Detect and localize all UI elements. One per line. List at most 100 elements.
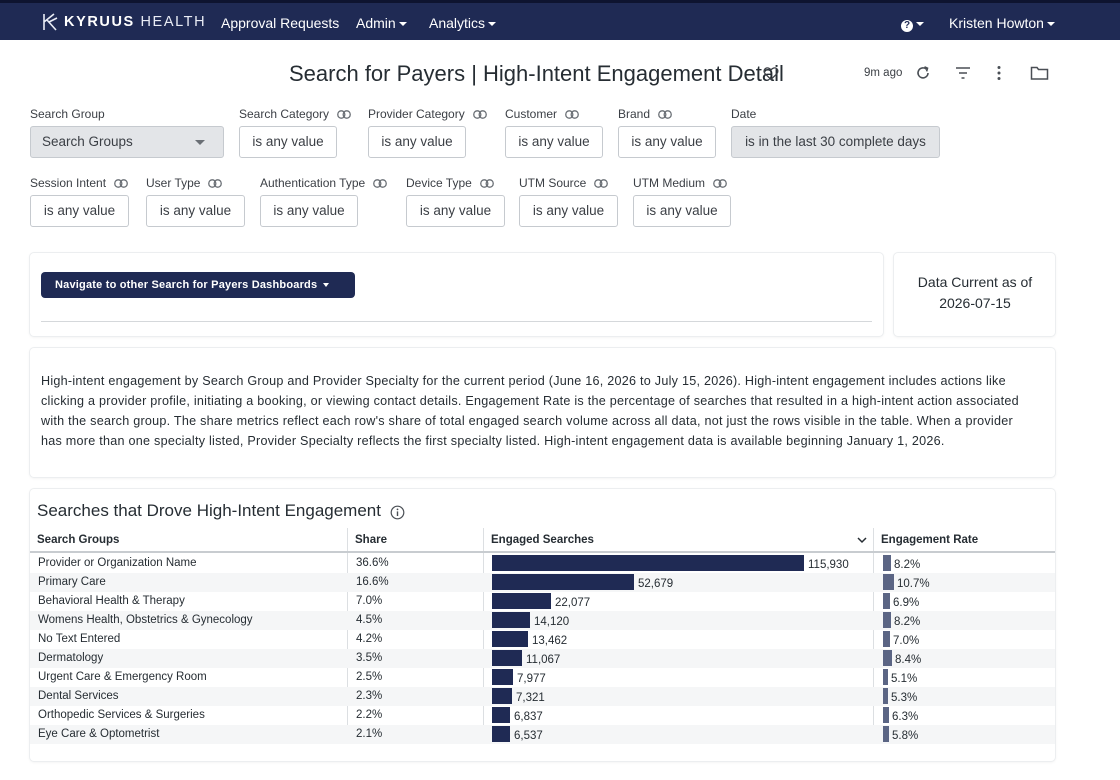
- engaged-searches-value: 11,067: [526, 654, 561, 666]
- nav-approval-requests[interactable]: Approval Requests: [221, 15, 340, 31]
- utm-medium-filter[interactable]: is any value: [633, 195, 731, 227]
- engaged-searches-bar: [492, 574, 634, 590]
- user-menu[interactable]: Kristen Howton: [949, 15, 1055, 31]
- cell-share: 2.2%: [356, 709, 383, 721]
- link-icon[interactable]: [565, 110, 579, 119]
- engagement-rate-value: 5.8%: [892, 730, 919, 742]
- brand-filter[interactable]: is any value: [618, 126, 716, 158]
- table-row[interactable]: Provider or Organization Name 36.6% 115,93…: [30, 554, 1055, 573]
- link-icon[interactable]: [594, 179, 609, 188]
- link-icon[interactable]: [114, 179, 128, 188]
- folder-icon[interactable]: [1030, 64, 1049, 82]
- engaged-searches-value: 7,321: [516, 692, 545, 704]
- engagement-rate-value: 6.3%: [892, 711, 919, 723]
- session-intent-filter[interactable]: is any value: [30, 195, 129, 227]
- user-type-filter[interactable]: is any value: [146, 195, 245, 227]
- column-header-share[interactable]: Share: [355, 534, 387, 546]
- table-title: Searches that Drove High-Intent Engageme…: [37, 501, 381, 520]
- column-divider: [873, 528, 874, 742]
- description-tile: [30, 348, 1055, 477]
- link-icon[interactable]: [479, 179, 494, 188]
- chevron-down-icon: [195, 140, 205, 145]
- provider-category-filter[interactable]: is any value: [368, 126, 466, 158]
- chevron-down-icon: [488, 22, 497, 26]
- engaged-searches-bar: [492, 707, 510, 723]
- link-icon[interactable]: [208, 179, 223, 188]
- refresh-icon[interactable]: [914, 64, 932, 82]
- table-row[interactable]: Behavioral Health & Therapy 7.0% 22,077 6.9…: [30, 592, 1055, 611]
- engagement-rate-value: 8.2%: [894, 616, 921, 628]
- table-row[interactable]: No Text Entered 4.2% 13,462 7.0%: [30, 630, 1055, 649]
- engaged-searches-value: 13,462: [532, 635, 568, 647]
- date-filter[interactable]: is in the last 30 complete days: [731, 126, 940, 158]
- engagement-rate-bar: [883, 688, 888, 704]
- engagement-rate-bar: [883, 669, 888, 685]
- filter-label-utm-medium: UTM Medium: [633, 176, 727, 190]
- column-header-search-groups[interactable]: Search Groups: [37, 534, 120, 546]
- cell-share: 4.2%: [356, 633, 383, 645]
- engaged-searches-bar: [492, 555, 804, 571]
- filter-label-provider-category: Provider Category: [368, 107, 487, 121]
- cell-share: 36.6%: [356, 557, 389, 569]
- filter-label-session-intent: Session Intent: [30, 176, 128, 190]
- search-category-filter[interactable]: is any value: [239, 126, 337, 158]
- sort-descending-icon[interactable]: [857, 536, 867, 544]
- engagement-rate-value: 8.2%: [894, 559, 921, 571]
- cell-search-group: Primary Care: [38, 576, 106, 588]
- engagement-rate-bar: [883, 631, 890, 647]
- search-group-select[interactable]: Search Groups: [30, 126, 224, 158]
- table-row[interactable]: Womens Health, Obstetrics & Gynecology 4.…: [30, 611, 1055, 630]
- table-row[interactable]: Eye Care & Optometrist 2.1% 6,537 5.8%: [30, 725, 1055, 744]
- kyruus-logo[interactable]: KYRUUS HEALTH: [42, 13, 206, 31]
- engaged-searches-bar: [492, 593, 551, 609]
- table-row[interactable]: Dental Services 2.3% 7,321 5.3%: [30, 687, 1055, 706]
- device-type-filter[interactable]: is any value: [406, 195, 505, 227]
- engaged-searches-bar: [492, 726, 510, 742]
- table-row[interactable]: Urgent Care & Emergency Room 2.5% 7,977 5.1…: [30, 668, 1055, 687]
- engaged-searches-value: 22,077: [555, 597, 591, 609]
- link-icon[interactable]: [373, 179, 388, 188]
- favorite-heart-icon[interactable]: [763, 66, 779, 81]
- link-icon[interactable]: [658, 110, 672, 119]
- cell-search-group: Provider or Organization Name: [38, 557, 197, 569]
- data-current-date: 2026-07-15: [939, 295, 1011, 311]
- table-row[interactable]: Primary Care 16.6% 52,679 10.7%: [30, 573, 1055, 592]
- chevron-down-icon: [1046, 22, 1055, 26]
- cell-search-group: Dermatology: [38, 652, 104, 664]
- customer-filter[interactable]: is any value: [505, 126, 603, 158]
- engaged-searches-value: 14,120: [534, 616, 570, 628]
- table-row[interactable]: Dermatology 3.5% 11,067 8.4%: [30, 649, 1055, 668]
- nav-analytics[interactable]: Analytics: [429, 15, 497, 31]
- cell-share: 4.5%: [356, 614, 383, 626]
- info-icon[interactable]: [390, 505, 405, 520]
- link-icon[interactable]: [713, 179, 727, 188]
- nav-admin[interactable]: Admin: [356, 15, 407, 31]
- engaged-searches-bar: [492, 688, 512, 704]
- cell-search-group: No Text Entered: [38, 633, 121, 645]
- filter-icon[interactable]: [954, 64, 972, 82]
- column-header-engaged-searches[interactable]: Engaged Searches: [491, 534, 594, 546]
- help-menu[interactable]: ?: [901, 15, 924, 32]
- utm-source-filter[interactable]: is any value: [519, 195, 618, 227]
- engaged-searches-value: 6,537: [514, 730, 543, 742]
- authentication-type-filter[interactable]: is any value: [260, 195, 358, 227]
- more-options-icon[interactable]: [990, 64, 1008, 82]
- navigate-dashboards-button[interactable]: Navigate to other Search for Payers Dash…: [41, 272, 355, 298]
- column-divider: [483, 528, 484, 742]
- engaged-searches-bar: [492, 650, 522, 666]
- link-icon[interactable]: [472, 110, 487, 119]
- link-icon[interactable]: [337, 110, 351, 119]
- engagement-rate-value: 5.3%: [891, 692, 918, 704]
- cell-search-group: Womens Health, Obstetrics & Gynecology: [38, 614, 253, 626]
- last-updated-text: 9m ago: [864, 67, 903, 79]
- chevron-down-icon: [916, 22, 924, 26]
- data-current-text: Data Current as of 2026-07-15: [895, 272, 1055, 314]
- cell-share: 2.5%: [356, 671, 383, 683]
- filter-label-brand: Brand: [618, 107, 672, 121]
- engagement-rate-value: 10.7%: [897, 578, 930, 590]
- cell-share: 16.6%: [356, 576, 389, 588]
- table-row[interactable]: Orthopedic Services & Surgeries 2.2% 6,837…: [30, 706, 1055, 725]
- chevron-down-icon: [398, 22, 407, 26]
- cell-search-group: Urgent Care & Emergency Room: [38, 671, 207, 683]
- column-header-engagement-rate[interactable]: Engagement Rate: [881, 534, 979, 546]
